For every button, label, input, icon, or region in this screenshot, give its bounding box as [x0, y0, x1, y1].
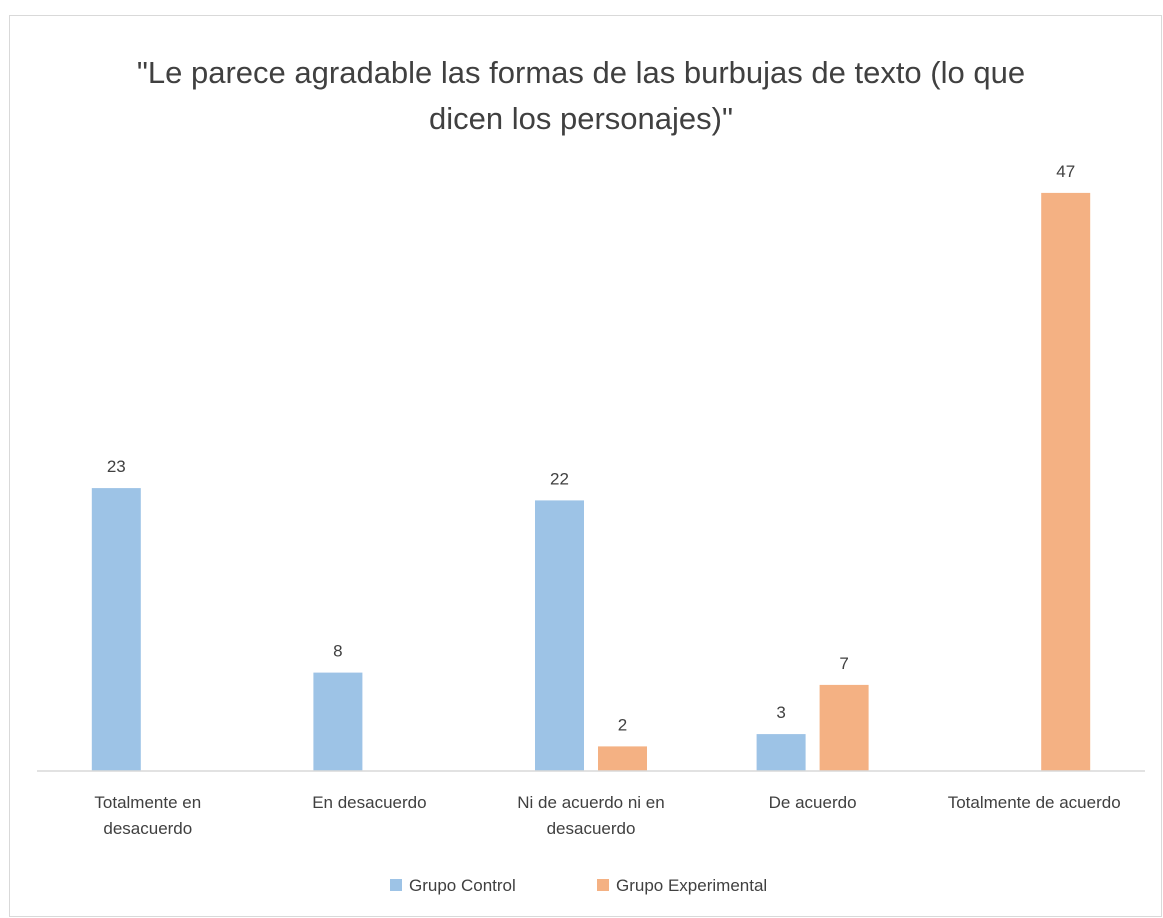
bar: [91, 488, 141, 771]
legend-swatch: [597, 879, 609, 891]
bar: [1041, 192, 1091, 771]
data-label: 3: [776, 703, 785, 722]
bar: [535, 500, 584, 771]
x-tick-label: De acuerdo: [768, 793, 857, 812]
legend-swatch: [390, 879, 402, 891]
x-tick-label: Ni de acuerdo ni en desacuerdo: [517, 793, 665, 838]
x-tick-label: En desacuerdo: [312, 793, 427, 812]
bar: [598, 746, 647, 771]
chart-title: "Le parece agradable las formas de las b…: [136, 55, 1026, 136]
data-label: 23: [107, 457, 126, 476]
bar: [819, 684, 869, 771]
legend-label: Grupo Experimental: [616, 876, 767, 895]
data-label: 22: [550, 469, 569, 488]
data-label: 47: [1056, 162, 1075, 181]
data-label: 8: [333, 642, 342, 661]
data-label: 7: [839, 654, 848, 673]
legend-label: Grupo Control: [409, 876, 516, 895]
chart-border: [9, 15, 1162, 917]
x-tick-label: Totalmente en desacuerdo: [94, 793, 202, 838]
x-tick-label: Totalmente de acuerdo: [947, 793, 1121, 812]
bar: [756, 734, 806, 771]
data-label: 2: [618, 715, 627, 734]
bar: [313, 672, 363, 771]
